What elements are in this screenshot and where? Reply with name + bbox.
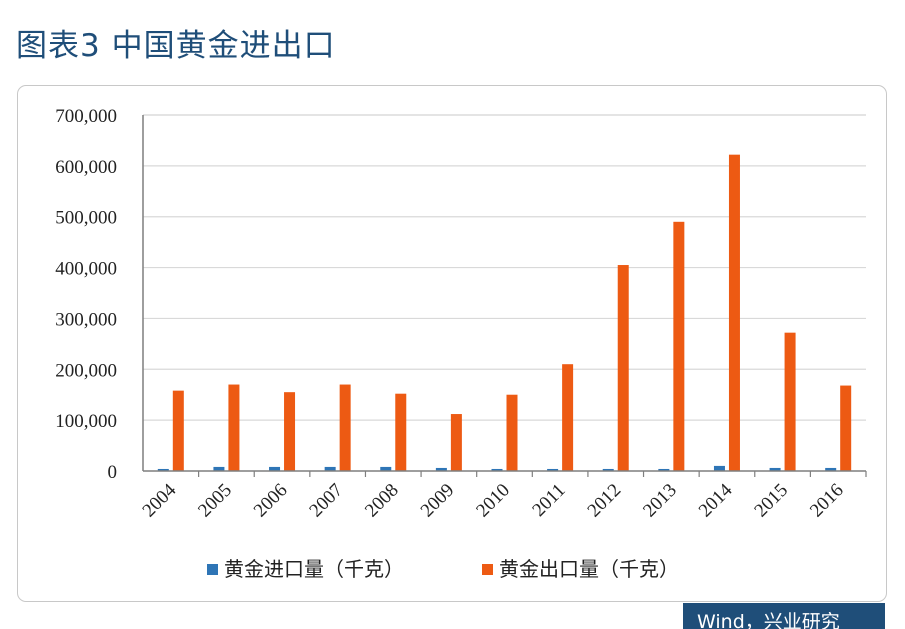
export-bar-2013 — [673, 221, 685, 471]
x-tick-label: 2011 — [528, 480, 569, 521]
export-bar-2005 — [228, 384, 240, 471]
import-bar-2010 — [491, 468, 503, 471]
x-tick-label: 2004 — [139, 479, 181, 521]
export-bar-2014 — [728, 154, 740, 471]
x-tick-label: 2013 — [639, 480, 681, 522]
export-bar-2004 — [172, 390, 184, 471]
legend-label-export: 黄金出口量（千克） — [499, 557, 679, 581]
x-tick-label: 2008 — [361, 480, 403, 522]
y-tick-label: 200,000 — [55, 360, 117, 381]
export-bar-2007 — [339, 384, 351, 471]
y-tick-label: 400,000 — [55, 259, 117, 280]
y-tick-label: 600,000 — [55, 157, 117, 178]
x-tick-label: 2006 — [250, 480, 292, 522]
export-bar-2016 — [840, 385, 852, 471]
y-tick-label: 500,000 — [55, 208, 117, 229]
export-bar-2011 — [562, 364, 574, 471]
import-bar-2015 — [769, 467, 781, 471]
legend-swatch-import — [207, 564, 218, 575]
x-tick-label: 2007 — [305, 480, 347, 522]
export-bar-2009 — [450, 414, 462, 471]
x-tick-label: 2005 — [194, 480, 236, 522]
x-tick-label: 2012 — [584, 480, 626, 522]
y-tick-label: 0 — [108, 462, 118, 483]
export-bar-2010 — [506, 394, 518, 471]
x-tick-label: 2015 — [750, 480, 792, 522]
y-tick-label: 100,000 — [55, 411, 117, 432]
import-bar-2006 — [269, 466, 281, 471]
chart-frame — [17, 85, 887, 602]
x-axis-ticks: 2004 2005 2006 2007 2008 2009 2010 2011 2012 2013… — [139, 471, 867, 522]
import-bar-2004 — [157, 468, 169, 471]
legend-label-import: 黄金进口量（千克） — [224, 557, 404, 581]
figure-title: 图表3 中国黄金进出口 — [16, 28, 336, 64]
import-bar-2012 — [602, 468, 614, 471]
import-bar-2005 — [213, 466, 225, 471]
export-bar-2012 — [617, 265, 629, 471]
export-bar-2015 — [784, 332, 796, 471]
source-badge: Wind，兴业研究 — [683, 603, 885, 629]
export-bar-2008 — [395, 393, 407, 471]
import-bar-2011 — [547, 468, 559, 471]
import-bar-2008 — [380, 466, 392, 471]
y-tick-label: 700,000 — [55, 106, 117, 127]
import-bar-2014 — [713, 465, 725, 471]
export-bar-2006 — [284, 392, 296, 471]
import-bar-2007 — [324, 466, 336, 471]
x-tick-label: 2010 — [472, 480, 514, 522]
bars — [157, 154, 852, 471]
y-axis-ticks: 0 100,000 200,000 300,000 400,000 500,000 600,… — [55, 106, 117, 483]
legend: 黄金进口量（千克） 黄金出口量（千克） — [207, 557, 679, 581]
import-bar-2009 — [435, 467, 447, 471]
grid-lines — [143, 114, 866, 421]
x-tick-label: 2009 — [417, 480, 459, 522]
x-tick-label: 2014 — [695, 479, 737, 521]
y-tick-label: 300,000 — [55, 309, 117, 330]
import-bar-2016 — [825, 467, 837, 471]
x-tick-label: 2016 — [806, 480, 848, 522]
import-bar-2013 — [658, 468, 670, 471]
legend-swatch-export — [482, 564, 493, 575]
